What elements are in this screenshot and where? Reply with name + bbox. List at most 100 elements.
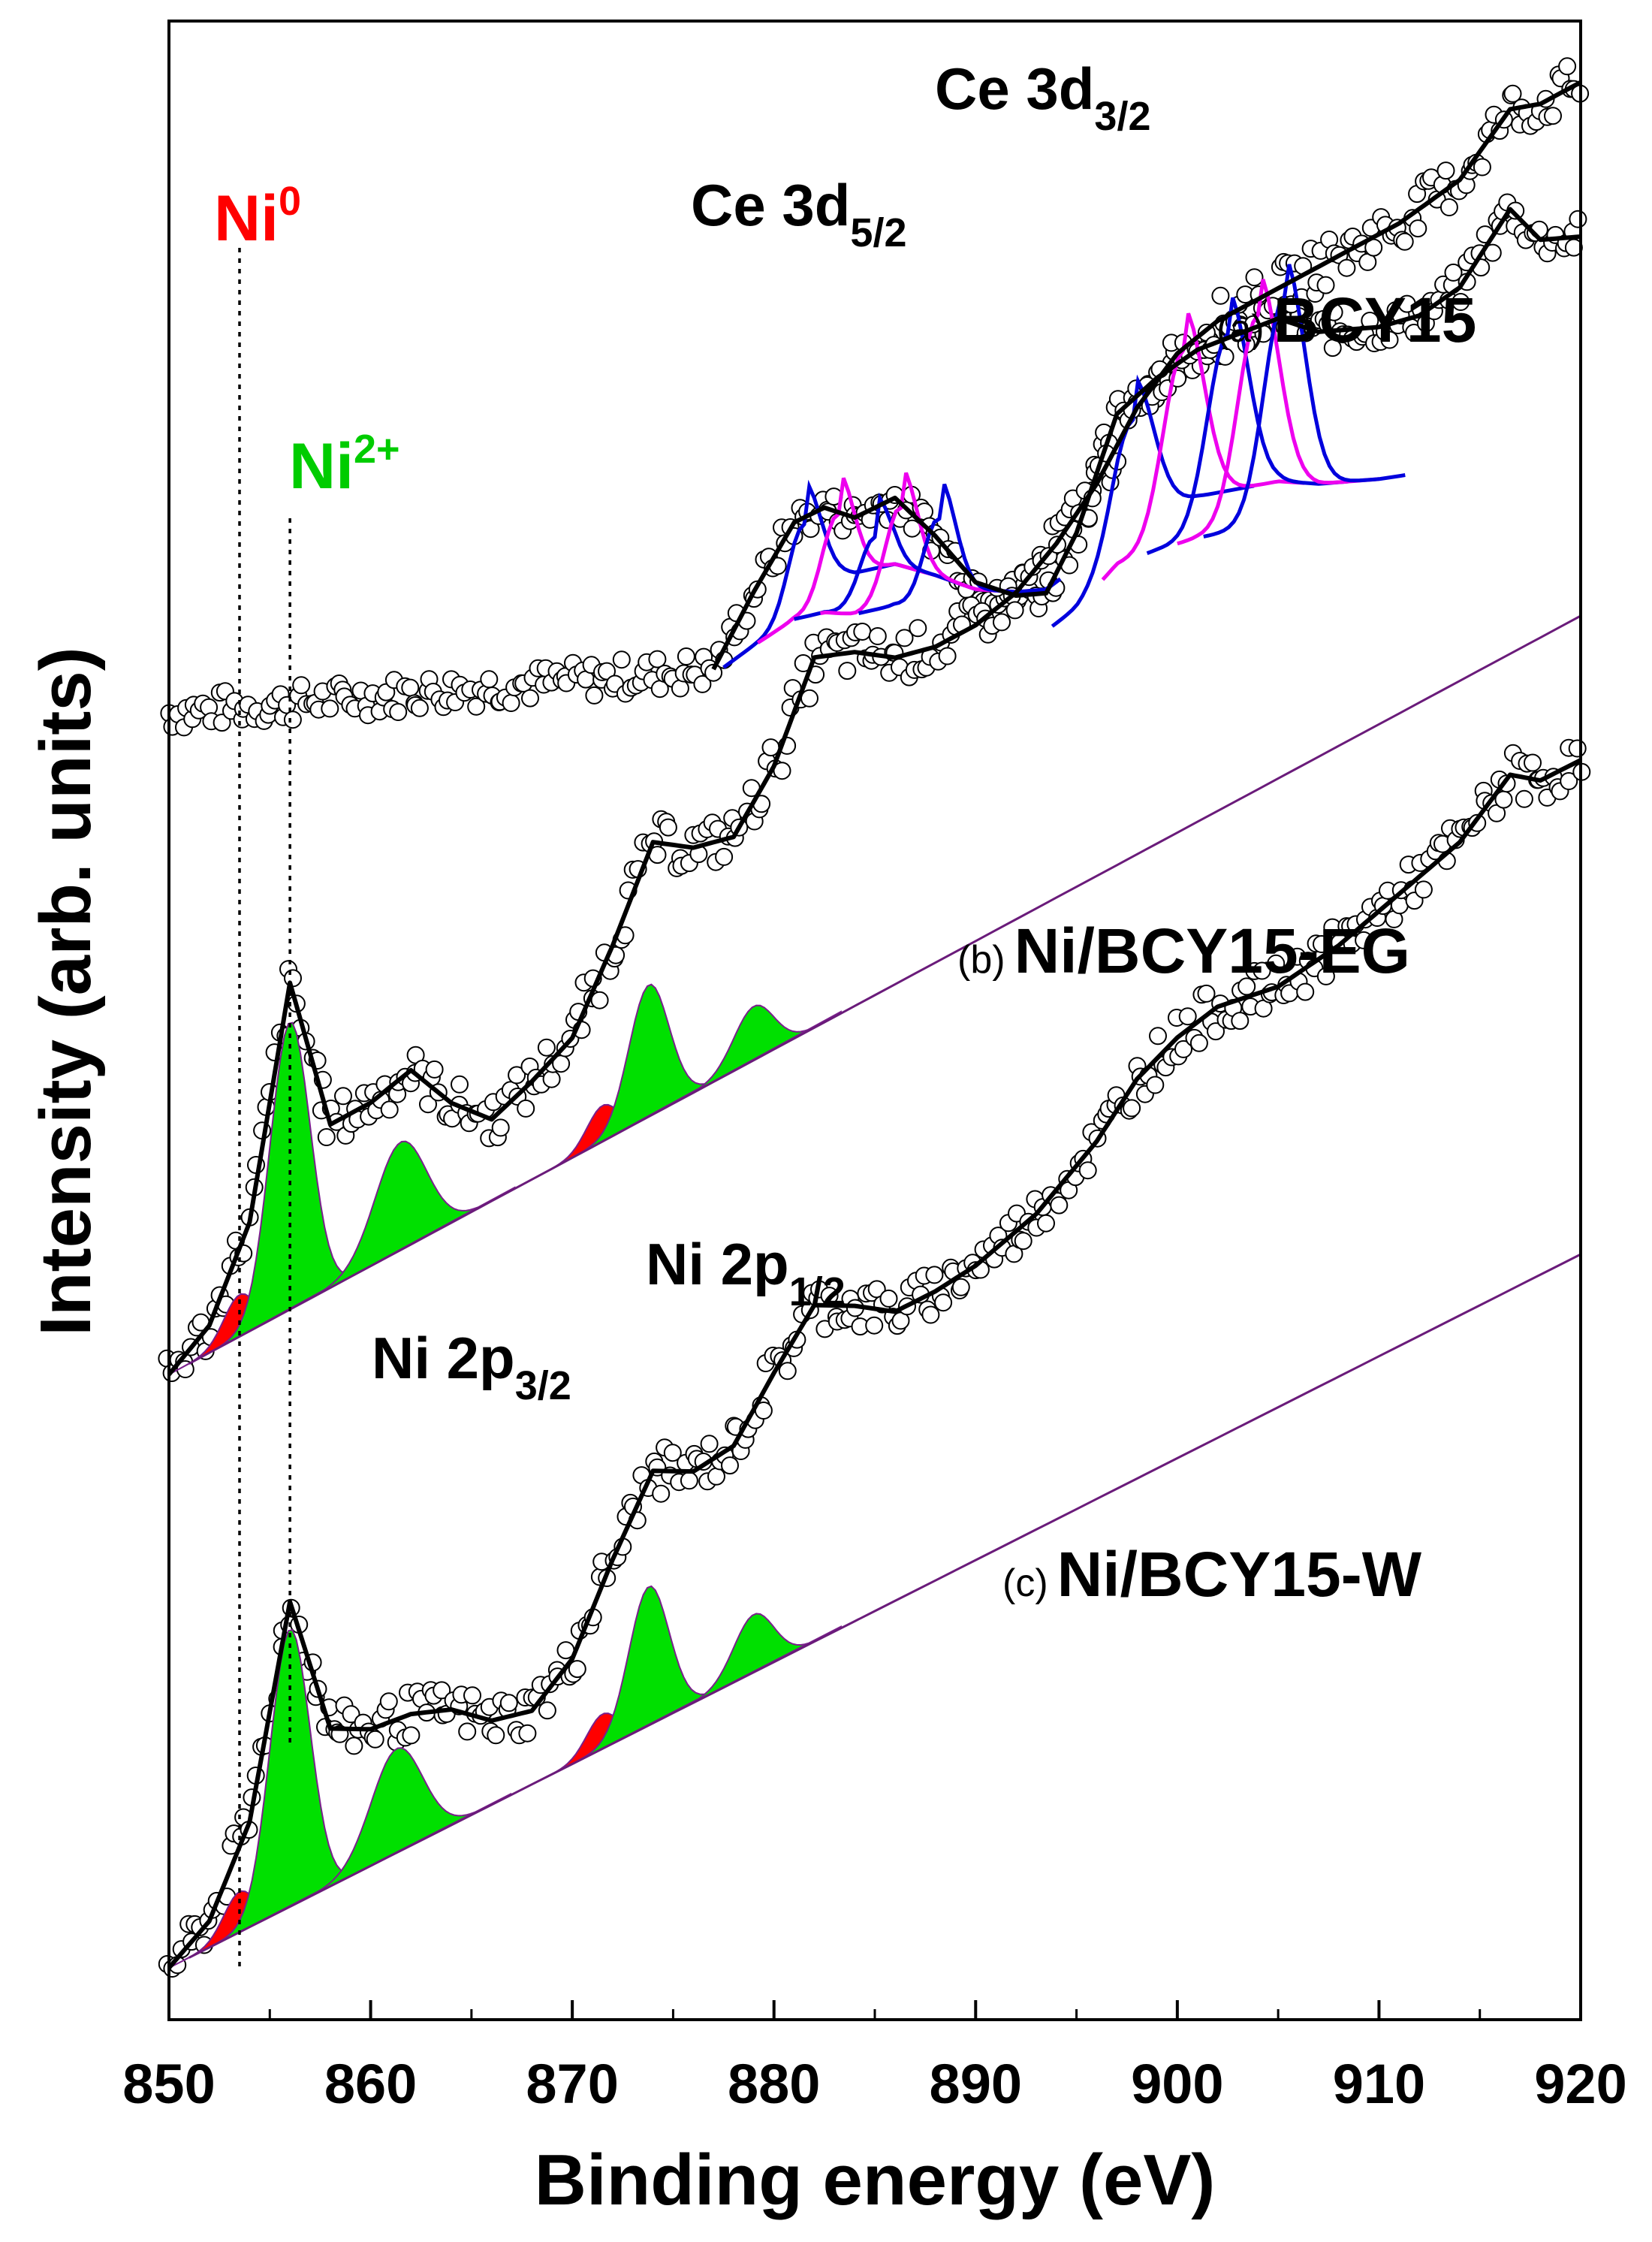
data-point: [1207, 1022, 1225, 1041]
fit-line: [167, 758, 1582, 1969]
data-point: [499, 1694, 518, 1712]
data-point: [1395, 232, 1414, 251]
scatter-layer: [158, 57, 1591, 1978]
data-point: [1078, 1161, 1097, 1180]
data-point: [321, 699, 339, 718]
data-point: [934, 1293, 953, 1312]
data-point: [379, 1692, 398, 1711]
data-point: [425, 1060, 444, 1079]
data-point: [366, 1730, 384, 1749]
data-point: [1568, 739, 1587, 758]
data-point: [568, 1660, 586, 1679]
data-point: [585, 686, 604, 705]
data-point: [938, 647, 957, 665]
data-point: [800, 689, 818, 708]
data-point: [895, 629, 914, 647]
data-point: [693, 674, 712, 693]
data-point: [1267, 954, 1286, 973]
ce-component-ce_a: [858, 483, 1062, 616]
data-point: [292, 676, 311, 695]
data-point: [659, 818, 677, 837]
panel-a-label: (a) BCY15: [1216, 285, 1476, 355]
data-point: [868, 627, 887, 645]
data-point: [1189, 1033, 1208, 1052]
data-point: [284, 969, 302, 988]
data-point: [700, 1435, 719, 1453]
x-tick-label: 870: [526, 2053, 618, 2115]
y-axis-title: Intensity (arb. units): [26, 647, 106, 1335]
data-point: [1444, 263, 1463, 282]
data-point: [402, 1726, 421, 1745]
data-point: [521, 689, 539, 708]
x-tick-label: 920: [1534, 2053, 1626, 2115]
annotation-ni-2p32: Ni 2p3/2: [372, 1325, 571, 1408]
data-point: [451, 1075, 469, 1094]
data-point: [1316, 967, 1335, 985]
data-point: [1037, 1214, 1055, 1233]
data-point: [925, 1266, 944, 1284]
x-axis-ticks: 850 860 870 880 890 900 910 920: [122, 2000, 1627, 2115]
data-point: [663, 1444, 682, 1462]
data-point: [993, 613, 1011, 632]
data-point: [590, 991, 609, 1009]
data-point: [1524, 753, 1542, 772]
ce-component-ce_b: [1101, 312, 1305, 581]
data-point: [879, 1289, 898, 1308]
data-point: [707, 1467, 725, 1486]
data-point: [1325, 303, 1343, 321]
data-point: [1178, 1007, 1197, 1026]
ce-component-ce_a: [1203, 264, 1406, 539]
background-line: [188, 614, 1581, 1365]
data-point: [612, 650, 631, 669]
data-point: [317, 1128, 336, 1146]
data-point: [1014, 1232, 1032, 1251]
data-point: [1123, 1099, 1141, 1118]
background-line: [188, 1253, 1581, 1959]
data-point: [213, 714, 231, 732]
annotation-ce-3d32: Ce 3d3/2: [935, 56, 1150, 139]
data-point: [778, 1362, 797, 1381]
data-point: [380, 1100, 399, 1119]
data-point: [433, 1681, 451, 1700]
data-point: [419, 1095, 437, 1114]
data-point: [1503, 84, 1522, 103]
data-point: [648, 650, 667, 668]
x-axis-title: Binding energy (eV): [535, 2140, 1216, 2220]
data-point: [1439, 198, 1458, 216]
data-point: [903, 519, 921, 538]
panel-c-label: (c) Ni/BCY15-W: [1002, 1539, 1422, 1610]
x-tick-label: 850: [122, 2053, 215, 2115]
data-point: [721, 1456, 739, 1475]
data-point: [1473, 158, 1491, 177]
data-point: [838, 662, 857, 680]
data-point: [518, 1724, 537, 1743]
data-point: [853, 623, 872, 641]
data-point: [1436, 161, 1455, 180]
x-tick-label: 880: [728, 2053, 820, 2115]
data-point: [1005, 601, 1024, 620]
data-point: [1231, 1012, 1250, 1030]
data-point: [463, 1686, 481, 1705]
x-tick-label: 860: [324, 2053, 417, 2115]
data-point: [467, 697, 486, 716]
data-point: [1405, 324, 1424, 342]
data-point: [345, 1737, 363, 1755]
data-point: [715, 847, 734, 866]
data-point: [1558, 57, 1577, 76]
data-point: [1355, 931, 1373, 949]
annotation-ce-3d52: Ce 3d5/2: [691, 172, 906, 255]
data-point: [1544, 107, 1562, 125]
ce-component-ce_a: [1146, 297, 1349, 555]
data-point: [1174, 1040, 1192, 1058]
data-point: [1452, 293, 1470, 311]
data-point: [342, 1705, 360, 1724]
data-point: [1211, 286, 1230, 305]
data-point: [1337, 258, 1356, 277]
data-point: [921, 1305, 940, 1324]
data-point: [508, 1066, 526, 1085]
data-point: [1409, 219, 1427, 238]
data-point: [1245, 268, 1264, 287]
data-point: [1253, 961, 1271, 980]
data-point: [542, 1070, 561, 1088]
data-point: [1149, 1027, 1167, 1046]
